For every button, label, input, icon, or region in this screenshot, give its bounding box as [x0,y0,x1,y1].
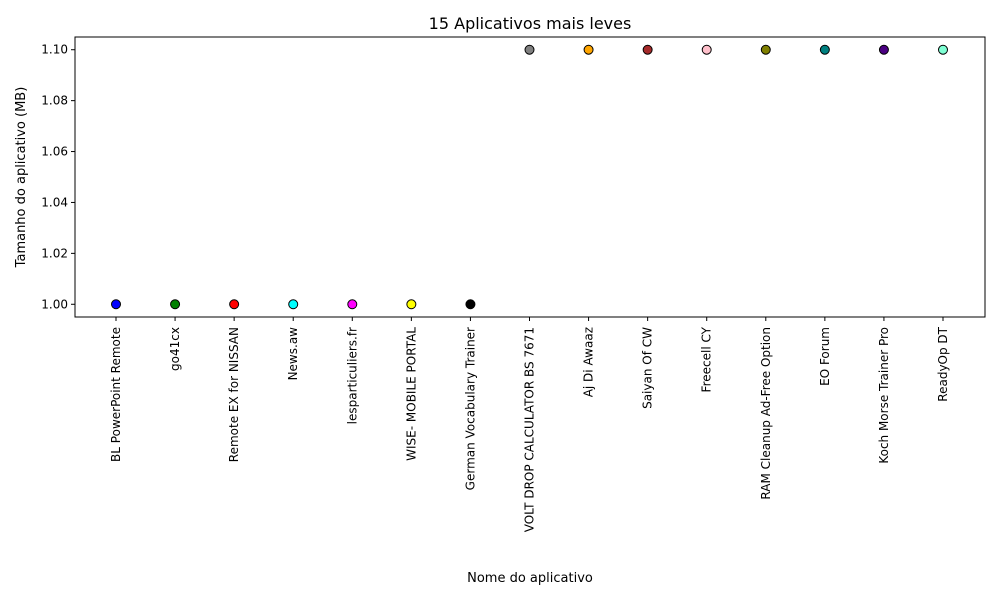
data-point [111,299,121,310]
data-point [760,44,771,55]
x-tick-label: Remote EX for NISSAN [227,327,241,462]
data-point [583,44,594,55]
x-tick-label: BL PowerPoint Remote [109,327,123,462]
y-tick-label: 1.00 [41,297,68,311]
x-tick-label: VOLT DROP CALCULATOR BS 7671 [523,327,537,532]
y-tick-label: 1.04 [41,195,68,209]
y-tick-label: 1.06 [41,145,68,159]
x-tick-label: ReadyOp DT [936,326,950,401]
data-point [878,44,889,55]
y-tick-label: 1.10 [41,43,68,57]
x-tick-label: RAM Cleanup Ad-Free Option [759,327,773,500]
chart-title: 15 Aplicativos mais leves [429,14,632,33]
data-point [819,44,830,55]
y-tick-label: 1.02 [41,246,68,260]
data-point [170,299,181,310]
data-points [111,44,948,310]
data-point [465,299,476,310]
y-axis: 1.00 1.02 1.04 1.06 1.08 1.10 [41,43,75,311]
x-tick-label: Aj Di Awaaz [582,327,596,397]
x-tick-label: News.aw [286,327,300,381]
data-point [701,44,712,55]
plot-area [74,36,986,318]
x-axis: BL PowerPoint Remote go41cx Remote EX for … [109,317,950,532]
data-point [347,299,358,310]
data-point [406,299,417,310]
x-tick-label: Saiyan Of CW [641,327,655,409]
data-point [229,299,240,310]
x-tick-label: Freecell CY [700,326,714,392]
y-tick-label: 1.08 [41,94,68,108]
x-axis-label: Nome do aplicativo [467,571,593,586]
x-tick-label: Koch Morse Trainer Pro [877,327,891,464]
x-tick-label: WISE- MOBILE PORTAL [404,327,418,461]
x-tick-label: lesparticuliers.fr [345,327,359,424]
x-tick-label: German Vocabulary Trainer [463,327,477,490]
x-tick-label: EO Forum [818,327,832,386]
data-point [288,299,299,310]
data-point [524,44,535,55]
data-point [938,44,948,55]
y-axis-label: Tamanho do aplicativo (MB) [14,87,29,269]
data-point [642,44,653,55]
x-tick-label: go41cx [168,327,182,371]
